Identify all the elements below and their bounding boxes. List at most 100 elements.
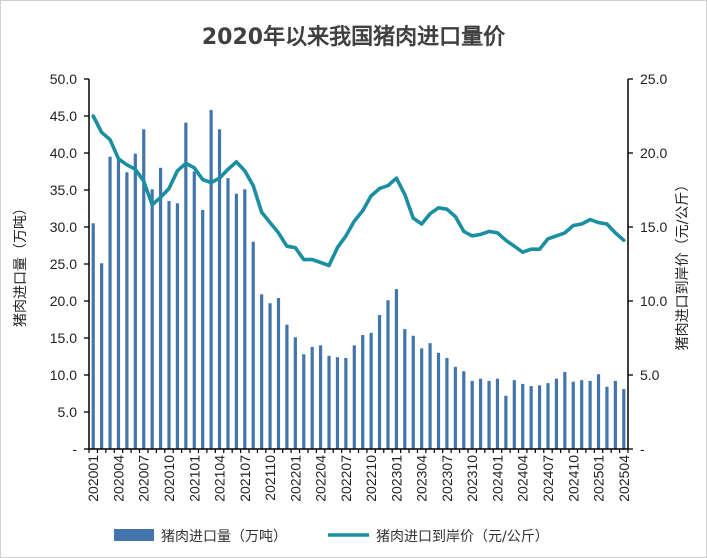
x-tick-label: 202107 (237, 455, 253, 502)
bar-202012 (184, 122, 188, 449)
x-tick-label: 202501 (591, 455, 607, 502)
bar-202202 (302, 354, 306, 449)
bar-202504 (622, 389, 626, 449)
bar-202404 (521, 383, 525, 449)
x-tick-label: 202401 (489, 455, 505, 502)
bar-202307 (445, 357, 449, 449)
bar-202101 (192, 171, 196, 449)
bar-202303 (411, 335, 415, 449)
bar-202502 (605, 386, 609, 449)
bar-202311 (479, 378, 483, 449)
bar-202004 (116, 160, 121, 449)
legend-bar-swatch (114, 529, 154, 541)
bar-202112 (285, 324, 289, 449)
bar-202410 (571, 381, 575, 449)
x-tick-label: 202410 (565, 455, 581, 502)
x-tick-label: 202310 (464, 455, 480, 502)
bar-202503 (613, 380, 617, 449)
bar-202203 (310, 346, 314, 449)
bar-202406 (537, 385, 542, 449)
x-tick-label: 202104 (212, 455, 228, 502)
y-tick-label: 40.0 (50, 145, 77, 161)
bar-202412 (588, 380, 592, 449)
x-tick-label: 202404 (515, 455, 531, 502)
bar-202209 (361, 335, 365, 449)
y2-tick-label: 5.0 (640, 367, 660, 383)
bar-202108 (251, 241, 255, 449)
y-axis-title: 猪肉进口量（万吨） (13, 201, 29, 327)
bar-202403 (512, 380, 516, 449)
bar-202301 (394, 289, 398, 449)
bar-202312 (487, 380, 491, 449)
y-tick-label: 20.0 (50, 293, 77, 309)
y-tick-label: 45.0 (50, 108, 77, 124)
price-line (91, 114, 626, 268)
bar-202107 (243, 189, 247, 449)
bar-202205 (327, 355, 331, 449)
y2-tick-label: - (640, 441, 645, 457)
y2-tick-label: 15.0 (640, 219, 667, 235)
y-tick-label: 25.0 (50, 256, 77, 272)
bar-202006 (133, 153, 137, 450)
bar-202206 (335, 357, 340, 449)
bar-202501 (596, 374, 601, 449)
x-tick-label: 202504 (616, 455, 632, 502)
bar-202102 (201, 209, 205, 449)
bar-202409 (563, 372, 567, 449)
bar-202207 (344, 357, 348, 449)
y-tick-label: 15.0 (50, 330, 77, 346)
bar-202402 (504, 395, 508, 449)
bar-202103 (209, 110, 213, 449)
y-tick-label: - (72, 441, 77, 457)
y-tick-label: 5.0 (58, 404, 78, 420)
y2-tick-label: 25.0 (640, 71, 667, 87)
bar-202310 (470, 380, 474, 449)
bar-202308 (453, 366, 457, 449)
bar-202106 (234, 193, 238, 449)
bar-202212 (386, 300, 390, 449)
bar-202408 (554, 378, 559, 449)
x-tick-label: 202210 (363, 455, 379, 502)
y-tick-label: 30.0 (50, 219, 77, 235)
bar-202407 (546, 383, 550, 449)
bar-202309 (462, 371, 466, 449)
bar-202011 (175, 203, 180, 449)
bar-202005 (125, 172, 129, 450)
bar-202110 (268, 303, 272, 449)
bar-202405 (529, 386, 533, 449)
bar-202208 (352, 345, 356, 449)
bar-202201 (293, 337, 297, 449)
y2-tick-label: 10.0 (640, 293, 667, 309)
bar-202104 (217, 129, 222, 449)
bar-202211 (377, 315, 382, 449)
bar-202007 (142, 129, 146, 449)
bar-202003 (108, 156, 112, 449)
x-tick-label: 202001 (85, 455, 101, 502)
x-tick-label: 202101 (186, 455, 202, 502)
bar-202109 (260, 294, 264, 449)
bar-202304 (420, 348, 424, 449)
x-tick-label: 202207 (338, 455, 354, 502)
bar-202302 (403, 329, 407, 449)
bar-202411 (580, 380, 584, 449)
y-tick-label: 50.0 (50, 71, 77, 87)
x-tick-label: 202010 (161, 455, 177, 502)
bar-202111 (276, 298, 281, 449)
bar-202305 (428, 343, 432, 449)
x-tick-label: 202110 (262, 455, 278, 501)
y2-axis-title: 猪肉进口到岸价（元/公斤） (675, 178, 691, 351)
x-tick-label: 202007 (136, 455, 152, 502)
bar-202204 (319, 345, 323, 449)
bar-202001 (91, 223, 95, 449)
x-tick-label: 202407 (540, 455, 556, 502)
bar-202010 (167, 201, 171, 449)
bar-202306 (436, 352, 441, 449)
bar-202002 (100, 263, 104, 449)
bar-202105 (226, 178, 230, 449)
bar-202210 (369, 332, 373, 449)
chart-title: 2020年以来我国猪肉进口量价 (201, 25, 506, 50)
x-tick-label: 202307 (439, 455, 455, 502)
legend-line-label: 猪肉进口到岸价（元/公斤） (376, 529, 549, 545)
